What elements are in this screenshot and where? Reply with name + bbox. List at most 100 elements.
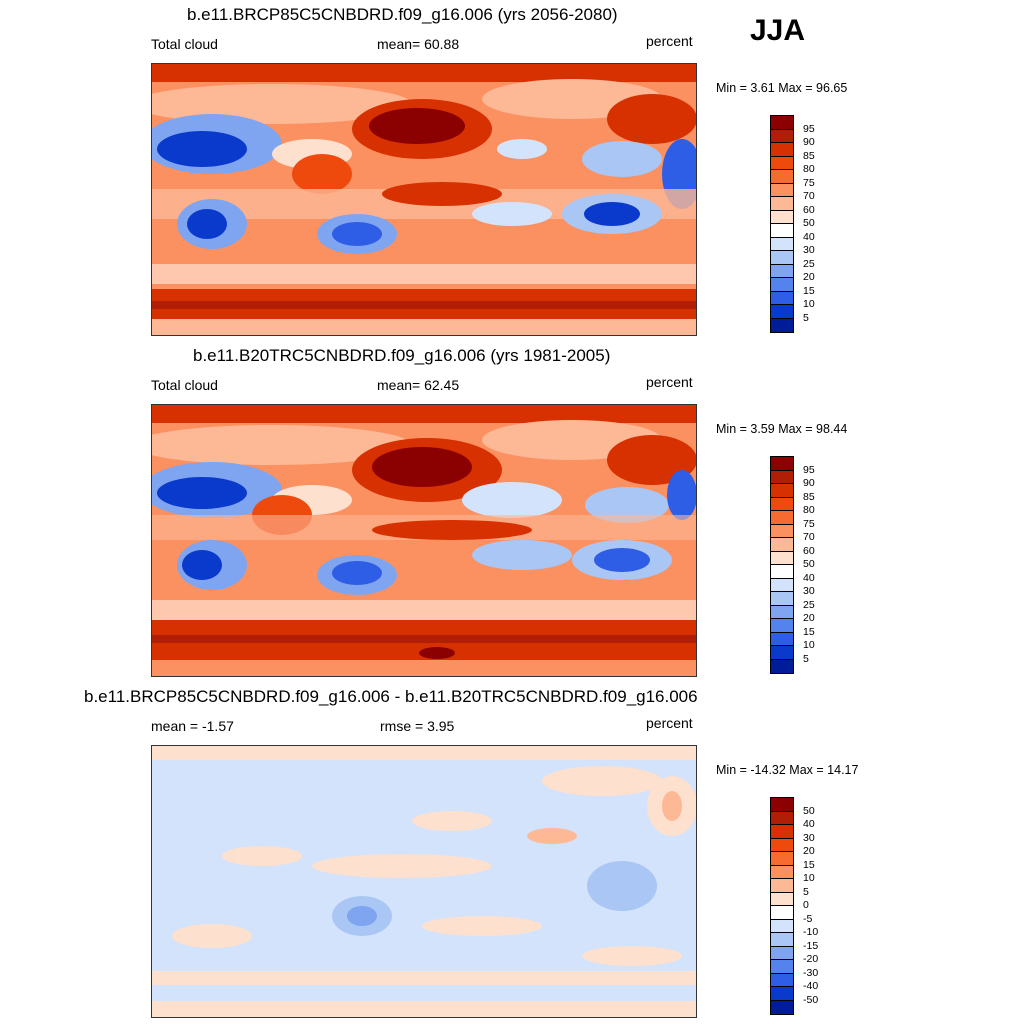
panel1-title: b.e11.BRCP85C5CNBDRD.f09_g16.006 (yrs 20…: [187, 5, 618, 24]
panel3-colorbar-swatch: [771, 960, 793, 974]
panel2-colorbar-swatch: [771, 565, 793, 579]
panel1-tick-label: 10: [803, 298, 815, 310]
panel2-colorbar-swatch: [771, 457, 793, 471]
panel2-cloud-field: [152, 405, 696, 676]
season-label: JJA: [750, 14, 806, 47]
panel2-colorbar-swatch: [771, 551, 793, 565]
panel2-colorbar-swatch: [771, 511, 793, 525]
panel2-tick-label: 15: [803, 625, 815, 638]
panel1-colorbar-swatch: [771, 129, 793, 143]
panel1-tick-label: 60: [803, 203, 815, 216]
panel2-tick-label: 90: [803, 477, 815, 489]
panel3-colorbar-swatch: [771, 825, 793, 839]
panel3-tick-label: -15: [803, 939, 819, 952]
panel1-tick-label: 75: [803, 176, 815, 189]
panel2-colorbar-swatch: [771, 484, 793, 498]
panel1-tick-label: 30: [803, 244, 815, 256]
panel3-colorbar-swatch: [771, 906, 793, 920]
panel2-minmax: Min = 3.59 Max = 98.44: [716, 422, 848, 436]
panel3-tick-label: 30: [803, 831, 815, 844]
panel2-colorbar-swatch: [771, 524, 793, 538]
panel2-tick-label: 20: [803, 612, 815, 624]
panel2-tick-label: 80: [803, 504, 815, 516]
panel2-colorbar-swatch: [771, 646, 793, 660]
panel1-tick-label: 40: [803, 230, 815, 243]
panel2-tick-label: 50: [803, 558, 815, 570]
panel3-tick-label: 40: [803, 818, 815, 830]
panel1-unit-label: percent: [646, 33, 693, 49]
panel3-map: [151, 745, 697, 1018]
panel1-mean-label: mean= 60.88: [377, 36, 460, 52]
panel3-rmse-label: rmse = 3.95: [380, 718, 455, 734]
panel2-tick-label: 10: [803, 639, 815, 651]
panel3-colorbar-swatch: [771, 838, 793, 852]
panel3-colorbar-swatch: [771, 811, 793, 825]
panel2-tick-label: 25: [803, 598, 815, 611]
panel3-tick-label: -5: [803, 912, 813, 925]
panel3-title: b.e11.BRCP85C5CNBDRD.f09_g16.006 - b.e11…: [84, 687, 698, 706]
panel1-tick-label: 20: [803, 271, 815, 283]
panel2-map: [151, 404, 697, 677]
panel1-tick-label: 70: [803, 190, 815, 202]
panel2-colorbar-swatch: [771, 605, 793, 619]
panel2-colorbar-swatch: [771, 538, 793, 552]
panel3-colorbar-swatch: [771, 933, 793, 947]
panel2-tick-label: 40: [803, 571, 815, 584]
panel3-colorbar-swatch: [771, 852, 793, 866]
panel1-colorbar-swatch: [771, 197, 793, 211]
panel2-tick-label: 5: [803, 652, 809, 665]
panel3-tick-label: -50: [803, 993, 819, 1006]
panel1-colorbar: [770, 115, 794, 333]
panel3-colorbar-swatch: [771, 919, 793, 933]
panel2-unit-label: percent: [646, 374, 693, 390]
panel3-minmax: Min = -14.32 Max = 14.17: [716, 763, 859, 777]
panel1-colorbar-swatch: [771, 224, 793, 238]
panel3-tick-label: 10: [803, 872, 815, 884]
panel3-tick-label: 15: [803, 858, 815, 871]
panel1-colorbar-swatch: [771, 156, 793, 170]
panel3-unit-label: percent: [646, 715, 693, 731]
panel3-colorbar-swatch: [771, 946, 793, 960]
panel1-tick-label: 90: [803, 136, 815, 148]
panel3-colorbar: [770, 797, 794, 1015]
panel3-tick-label: 20: [803, 845, 815, 857]
panel3-tick-label: 0: [803, 899, 809, 911]
panel2-tick-label: 95: [803, 463, 815, 476]
panel1-colorbar-swatch: [771, 116, 793, 130]
panel1-cloud-field: [152, 64, 696, 335]
panel3-colorbar-swatch: [771, 879, 793, 893]
panel3-colorbar-swatch: [771, 892, 793, 906]
panel1-minmax: Min = 3.61 Max = 96.65: [716, 81, 848, 95]
panel2-tick-label: 75: [803, 517, 815, 530]
panel1-colorbar-swatch: [771, 170, 793, 184]
panel2-colorbar-swatch: [771, 619, 793, 633]
panel3-tick-label: 50: [803, 804, 815, 817]
panel1-tick-label: 15: [803, 284, 815, 297]
panel3-mean-label: mean = -1.57: [151, 718, 234, 734]
panel1-colorbar-swatch: [771, 318, 793, 332]
panel3-tick-label: -30: [803, 966, 819, 979]
panel1-colorbar-swatch: [771, 143, 793, 157]
panel3-colorbar-swatch: [771, 973, 793, 987]
panel1-tick-label: 85: [803, 149, 815, 162]
panel3-tick-label: -40: [803, 980, 819, 992]
panel2-colorbar: [770, 456, 794, 674]
panel3-difference-field: [152, 746, 696, 1017]
panel1-colorbar-swatch: [771, 237, 793, 251]
panel1-colorbar-swatch: [771, 305, 793, 319]
panel2-colorbar-swatch: [771, 470, 793, 484]
panel2-colorbar-swatch: [771, 497, 793, 511]
panel2-colorbar-swatch: [771, 578, 793, 592]
panel1-map: [151, 63, 697, 336]
panel2-colorbar-swatch: [771, 592, 793, 606]
panel1-colorbar-swatch: [771, 183, 793, 197]
panel2-tick-label: 70: [803, 531, 815, 543]
panel1-variable-label: Total cloud: [151, 36, 218, 52]
panel3-colorbar-swatch: [771, 865, 793, 879]
panel2-colorbar-swatch: [771, 659, 793, 673]
panel1-tick-label: 80: [803, 163, 815, 175]
panel2-tick-label: 30: [803, 585, 815, 597]
panel2-title: b.e11.B20TRC5CNBDRD.f09_g16.006 (yrs 198…: [193, 346, 611, 365]
panel2-tick-label: 60: [803, 544, 815, 557]
panel3-tick-label: 5: [803, 885, 809, 898]
